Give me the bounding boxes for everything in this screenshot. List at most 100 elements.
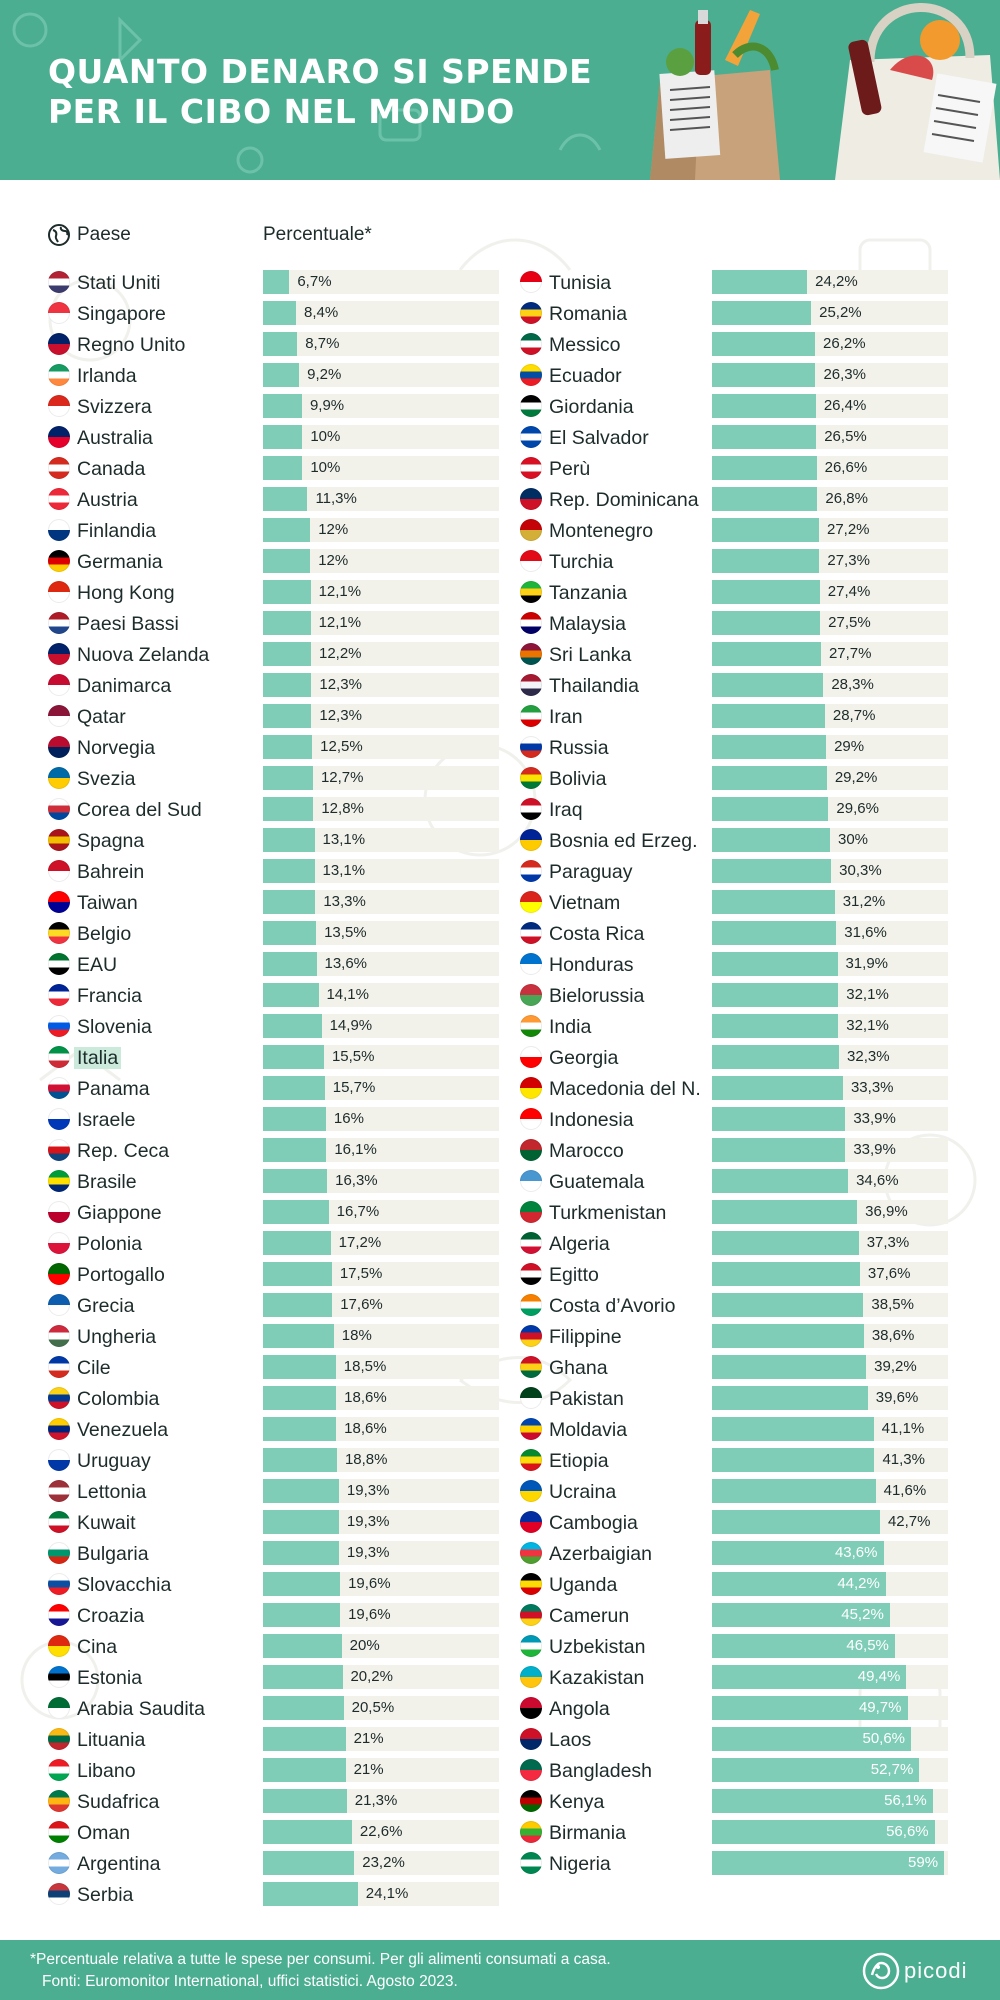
- bar-row: Turchia 27,3%: [520, 546, 948, 577]
- bar-row: Francia 14,1%: [48, 980, 499, 1011]
- flag-icon: [520, 457, 542, 479]
- bar: [263, 456, 303, 480]
- bar-row: Norvegia 12,5%: [48, 732, 499, 763]
- flag-icon: [48, 1852, 70, 1874]
- country-label: Libano: [77, 1760, 136, 1782]
- bar-track: [712, 1510, 948, 1534]
- bar: [263, 1417, 337, 1441]
- bar: [263, 1758, 346, 1782]
- bar: [712, 1665, 907, 1689]
- country-label: Moldavia: [549, 1419, 628, 1441]
- flag-icon: [48, 860, 70, 882]
- country-label: Regno Unito: [77, 334, 186, 356]
- bar-track: [712, 1200, 948, 1224]
- picodi-logo-icon: [862, 1952, 900, 1990]
- flag-icon: [520, 1759, 542, 1781]
- value-label: 27,3%: [827, 552, 870, 569]
- country-label: Thailandia: [549, 675, 639, 697]
- bar: [263, 1200, 329, 1224]
- bar: [712, 425, 817, 449]
- bar-row: Cile 18,5%: [48, 1352, 499, 1383]
- value-label: 19,3%: [346, 1482, 390, 1499]
- bar: [263, 425, 303, 449]
- flag-icon: [48, 1542, 70, 1564]
- value-label: 21%: [353, 1730, 384, 1747]
- country-label: Argentina: [77, 1853, 161, 1875]
- flag-icon: [520, 550, 542, 572]
- bar-track: [712, 487, 948, 511]
- bar: [263, 1324, 334, 1348]
- flag-icon: [48, 519, 70, 541]
- bar-track: [712, 735, 948, 759]
- value-label: 56,1%: [884, 1792, 927, 1809]
- flag-icon: [520, 1418, 542, 1440]
- country-label: Costa Rica: [549, 923, 645, 945]
- bar: [712, 1138, 846, 1162]
- bar: [263, 1572, 341, 1596]
- flag-icon: [520, 333, 542, 355]
- bar: [263, 1293, 333, 1317]
- bar: [712, 1355, 867, 1379]
- bar-track: [712, 1789, 948, 1813]
- flag-icon: [48, 891, 70, 913]
- flag-icon: [48, 457, 70, 479]
- flag-icon: [48, 1232, 70, 1254]
- bar-track: [263, 1479, 499, 1503]
- country-label: Iraq: [549, 799, 583, 821]
- bar-track: [712, 859, 948, 883]
- value-label: 26,6%: [824, 459, 868, 476]
- flag-icon: [48, 1604, 70, 1626]
- value-label: 33,9%: [853, 1141, 896, 1158]
- bar-track: [712, 1541, 948, 1565]
- bar-track: [263, 549, 499, 573]
- value-label: 32,1%: [846, 986, 889, 1003]
- flag-icon: [520, 612, 542, 634]
- bar: [712, 301, 812, 325]
- bar-track: [263, 1262, 499, 1286]
- bar: [712, 1448, 875, 1472]
- bar: [263, 1231, 331, 1255]
- bar-track: [263, 859, 499, 883]
- country-label: Indonesia: [549, 1109, 634, 1131]
- country-label: Vietnam: [549, 892, 621, 914]
- country-label: Malaysia: [549, 613, 626, 635]
- value-label: 45,2%: [841, 1606, 884, 1623]
- bar: [263, 487, 308, 511]
- value-label: 18,6%: [344, 1420, 387, 1437]
- value-label: 13,1%: [322, 862, 366, 879]
- bar-row: Bosnia ed Erzeg. 30%: [520, 825, 948, 856]
- flag-icon: [520, 302, 542, 324]
- bar: [712, 1572, 886, 1596]
- flag-icon: [48, 643, 70, 665]
- bar: [263, 704, 312, 728]
- bar: [712, 1758, 920, 1782]
- bar-track: [712, 363, 948, 387]
- bar-track: [263, 1789, 499, 1813]
- country-label: Kuwait: [77, 1512, 136, 1534]
- bar-track: [712, 797, 948, 821]
- country-label: Germania: [77, 551, 163, 573]
- value-label: 26,3%: [823, 366, 866, 383]
- bar-row: Bielorussia 32,1%: [520, 980, 948, 1011]
- bar-track: [263, 921, 499, 945]
- bar-row: El Salvador 26,5%: [520, 422, 948, 453]
- value-label: 15,7%: [332, 1079, 376, 1096]
- flag-icon: [48, 550, 70, 572]
- bar-row: Guatemala 34,6%: [520, 1166, 948, 1197]
- bar-track: [712, 890, 948, 914]
- bar: [712, 1014, 839, 1038]
- bar-row: Belgio 13,5%: [48, 918, 499, 949]
- bar-row: Grecia 17,6%: [48, 1290, 499, 1321]
- country-label: Portogallo: [77, 1264, 165, 1286]
- value-label: 28,7%: [832, 707, 876, 724]
- globe-icon: [48, 224, 70, 246]
- bar: [712, 332, 816, 356]
- value-label: 20%: [349, 1637, 380, 1654]
- bar-row: Germania 12%: [48, 546, 499, 577]
- bar-row: Svezia 12,7%: [48, 763, 499, 794]
- bar-track: [263, 1882, 499, 1906]
- bar-track: [263, 332, 499, 356]
- bar-track: [263, 1169, 499, 1193]
- bar-track: [712, 921, 948, 945]
- bar-row: Lituania 21%: [48, 1724, 499, 1755]
